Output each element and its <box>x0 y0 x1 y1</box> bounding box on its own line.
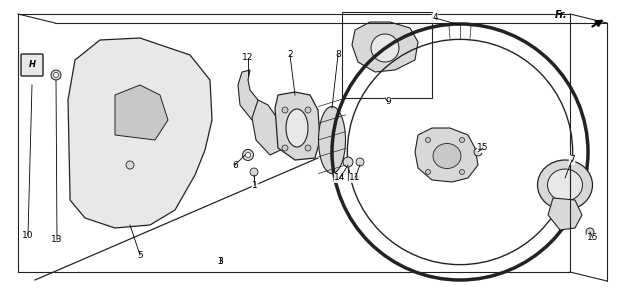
Circle shape <box>282 145 288 151</box>
Polygon shape <box>415 128 478 182</box>
Polygon shape <box>68 38 212 228</box>
Ellipse shape <box>433 144 461 169</box>
Polygon shape <box>252 100 285 155</box>
Circle shape <box>54 72 58 77</box>
Text: 14: 14 <box>334 173 346 182</box>
Polygon shape <box>548 198 582 230</box>
Text: 13: 13 <box>51 236 63 245</box>
Circle shape <box>586 228 594 236</box>
Circle shape <box>51 70 61 80</box>
FancyBboxPatch shape <box>21 54 43 76</box>
Ellipse shape <box>538 160 593 210</box>
Circle shape <box>250 168 258 176</box>
Circle shape <box>474 148 482 156</box>
Text: 12: 12 <box>243 54 253 62</box>
Ellipse shape <box>371 34 399 62</box>
Circle shape <box>305 107 311 113</box>
Text: 10: 10 <box>22 231 34 239</box>
Text: 2: 2 <box>287 51 293 60</box>
Ellipse shape <box>547 169 582 201</box>
Text: 15: 15 <box>477 144 489 152</box>
Text: H: H <box>29 60 35 69</box>
Text: 3: 3 <box>217 257 223 266</box>
Circle shape <box>343 157 353 167</box>
Circle shape <box>246 152 250 158</box>
Polygon shape <box>238 70 262 120</box>
Text: 7: 7 <box>569 155 575 164</box>
Circle shape <box>426 170 431 175</box>
Text: 8: 8 <box>335 51 341 60</box>
Ellipse shape <box>319 106 346 173</box>
Circle shape <box>460 138 465 143</box>
Ellipse shape <box>286 109 308 147</box>
Polygon shape <box>275 92 320 160</box>
Circle shape <box>126 161 134 169</box>
Text: 9: 9 <box>385 97 391 106</box>
Text: 15: 15 <box>588 234 599 242</box>
Text: 1: 1 <box>252 181 258 190</box>
Circle shape <box>356 158 364 166</box>
Text: 5: 5 <box>137 251 143 260</box>
Text: Fr.: Fr. <box>554 10 567 20</box>
Circle shape <box>426 138 431 143</box>
Polygon shape <box>342 12 432 98</box>
Polygon shape <box>352 22 418 72</box>
Text: 3: 3 <box>217 257 223 266</box>
Circle shape <box>282 107 288 113</box>
Text: 4: 4 <box>432 13 438 22</box>
Text: 11: 11 <box>349 173 361 182</box>
Circle shape <box>460 170 465 175</box>
Circle shape <box>305 145 311 151</box>
Circle shape <box>243 150 253 161</box>
Text: 6: 6 <box>232 161 238 170</box>
Polygon shape <box>115 85 168 140</box>
